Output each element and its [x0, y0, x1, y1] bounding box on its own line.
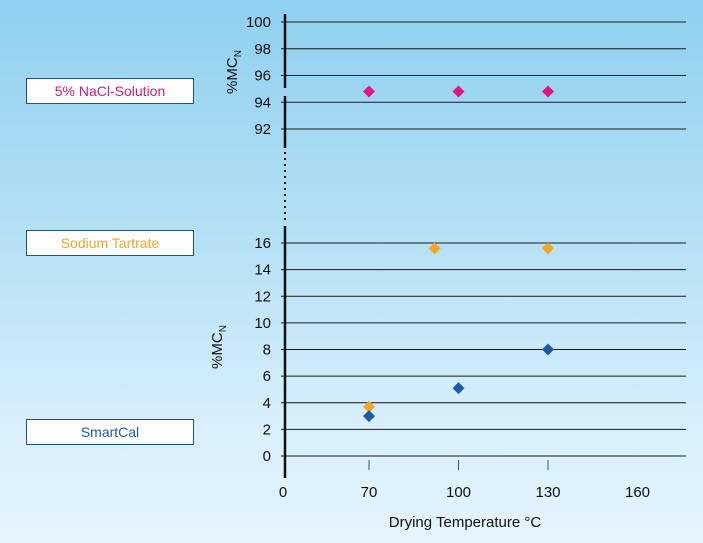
- bottom-point-s0-2: [542, 242, 554, 255]
- bottom-y-tick-label-2: 2: [263, 421, 271, 438]
- x-tick-label-130: 130: [535, 484, 560, 501]
- top-point-s0-0: [363, 85, 375, 98]
- bottom-point-s1-2: [542, 343, 554, 356]
- legend-label-nacl: 5% NaCl-Solution: [26, 78, 194, 104]
- bottom-point-s0-0: [363, 400, 375, 413]
- top-y-axis-title: %MCN: [224, 50, 244, 94]
- top-point-s0-2: [542, 85, 554, 98]
- x-tick-label-160: 160: [625, 484, 650, 501]
- bottom-y-tick-label-14: 14: [254, 262, 271, 279]
- bottom-y-tick-label-4: 4: [263, 395, 271, 412]
- legend-label-sodium-tartrate: Sodium Tartrate: [26, 230, 194, 256]
- top-point-s0-1: [452, 85, 465, 98]
- top-y-tick-label-94: 94: [254, 94, 271, 111]
- top-y-tick-label-92: 92: [254, 121, 271, 138]
- bottom-y-axis-title: %MCN: [209, 325, 229, 369]
- x-tick-label-100: 100: [446, 484, 471, 501]
- bottom-y-tick-label-8: 8: [263, 342, 271, 359]
- legend-label-smartcal: SmartCal: [26, 419, 194, 445]
- bottom-point-s0-1: [428, 242, 441, 255]
- bottom-y-tick-label-12: 12: [254, 288, 271, 305]
- x-axis-title: Drying Temperature °C: [389, 514, 542, 531]
- bottom-point-s1-0: [363, 410, 375, 423]
- bottom-y-tick-label-16: 16: [254, 235, 271, 252]
- top-y-tick-label-100: 100: [246, 14, 271, 31]
- bottom-point-s1-1: [452, 382, 465, 395]
- x-tick-label-0: 0: [279, 484, 287, 501]
- bottom-y-tick-label-0: 0: [263, 448, 271, 465]
- top-y-tick-label-98: 98: [254, 41, 271, 58]
- x-tick-label-70: 70: [361, 484, 378, 501]
- bottom-y-tick-label-6: 6: [263, 368, 271, 385]
- top-y-tick-label-96: 96: [254, 68, 271, 85]
- bottom-y-tick-label-10: 10: [254, 315, 271, 332]
